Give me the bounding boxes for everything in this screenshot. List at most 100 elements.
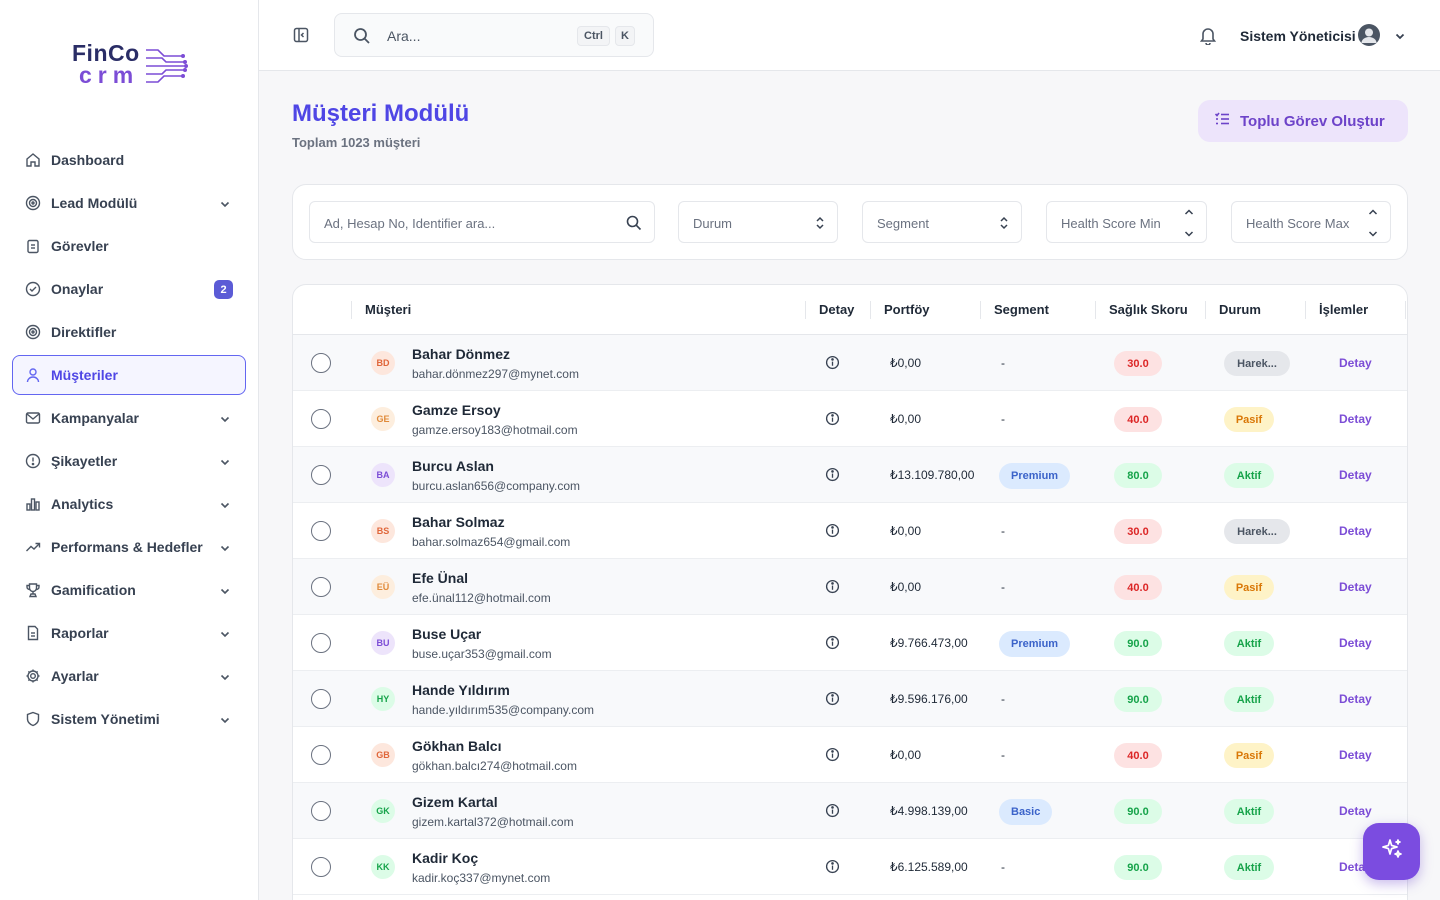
- status-badge: Aktif: [1224, 799, 1274, 824]
- table-row[interactable]: GE Gamze Ersoy gamze.ersoy183@hotmail.com ₺…: [293, 391, 1407, 447]
- status-select[interactable]: Durum: [678, 201, 838, 243]
- info-icon[interactable]: [825, 803, 840, 823]
- number-stepper-icon[interactable]: [1368, 206, 1378, 245]
- table-row[interactable]: HY Hande Yıldırım hande.yıldırım535@compan…: [293, 671, 1407, 727]
- col-customer[interactable]: Müşteri: [365, 302, 412, 317]
- customer-search-input[interactable]: Ad, Hesap No, Identifier ara...: [309, 201, 655, 243]
- sidebar-item-raporlar[interactable]: Raporlar: [12, 613, 246, 653]
- customer-name: Hande Yıldırım: [412, 682, 510, 698]
- sidebar-item-g-revler[interactable]: Görevler: [12, 226, 246, 266]
- table-row[interactable]: GK Gizem Kartal gizem.kartal372@hotmail.co…: [293, 783, 1407, 839]
- user-icon: [25, 367, 41, 383]
- alert-circle-icon: [25, 453, 41, 469]
- sidebar-item-performans-hedefler[interactable]: Performans & Hedefler: [12, 527, 246, 567]
- segment-select[interactable]: Segment: [862, 201, 1022, 243]
- status-badge: Aktif: [1224, 687, 1274, 712]
- sidebar-item-ayarlar[interactable]: Ayarlar: [12, 656, 246, 696]
- chevron-down-icon[interactable]: [219, 197, 231, 209]
- table-row[interactable]: BU Buse Uçar buse.uçar353@gmail.com ₺9.766.…: [293, 615, 1407, 671]
- detail-link[interactable]: Detay: [1339, 468, 1372, 482]
- filter-bar: Ad, Hesap No, Identifier ara... Durum Se…: [292, 184, 1408, 260]
- customer-email: hande.yıldırım535@company.com: [412, 703, 595, 717]
- chevron-down-icon[interactable]: [219, 455, 231, 467]
- sidebar-item-dashboard[interactable]: Dashboard: [12, 140, 246, 180]
- sidebar-item-gamification[interactable]: Gamification: [12, 570, 246, 610]
- row-select-radio[interactable]: [311, 465, 331, 485]
- global-search[interactable]: Ara... Ctrl K: [334, 13, 654, 57]
- chevron-up-down-icon: [815, 215, 825, 236]
- col-health-score[interactable]: Sağlık Skoru: [1109, 302, 1188, 317]
- customer-initials-avatar: KK: [371, 855, 395, 879]
- detail-link[interactable]: Detay: [1339, 692, 1372, 706]
- sidebar-item-ikayetler[interactable]: Şikayetler: [12, 441, 246, 481]
- chevron-down-icon[interactable]: [219, 713, 231, 725]
- row-select-radio[interactable]: [311, 521, 331, 541]
- info-icon[interactable]: [825, 467, 840, 487]
- col-portfolio[interactable]: Portföy: [884, 302, 930, 317]
- table-row[interactable]: BD Bahar Dönmez bahar.dönmez297@mynet.com ₺…: [293, 335, 1407, 391]
- col-segment[interactable]: Segment: [994, 302, 1049, 317]
- health-score-max-input[interactable]: Health Score Max: [1231, 201, 1391, 243]
- sidebar-item-lead-mod-l[interactable]: Lead Modülü: [12, 183, 246, 223]
- info-icon[interactable]: [825, 691, 840, 711]
- col-detail[interactable]: Detay: [819, 302, 855, 317]
- sidebar-toggle-icon[interactable]: [293, 27, 309, 43]
- table-row[interactable]: GB Gökhan Balcı gökhan.balcı274@hotmail.co…: [293, 727, 1407, 783]
- brand-logo[interactable]: FinCo crm: [72, 40, 192, 88]
- info-icon[interactable]: [825, 523, 840, 543]
- row-select-radio[interactable]: [311, 689, 331, 709]
- customer-count: Toplam 1023 müşteri: [292, 135, 421, 150]
- info-icon[interactable]: [825, 411, 840, 431]
- chevron-down-icon[interactable]: [219, 541, 231, 553]
- chevron-down-icon[interactable]: [219, 412, 231, 424]
- row-select-radio[interactable]: [311, 633, 331, 653]
- info-icon[interactable]: [825, 635, 840, 655]
- table-row[interactable]: EÜ Efe Ünal efe.ünal112@hotmail.com ₺0,00 - 4…: [293, 559, 1407, 615]
- chevron-down-icon[interactable]: [219, 627, 231, 639]
- detail-link[interactable]: Detay: [1339, 524, 1372, 538]
- table-row[interactable]: KK Kadir Koç kadir.koç337@mynet.com ₺6.125.…: [293, 839, 1407, 895]
- customer-initials-avatar: BD: [371, 351, 395, 375]
- row-select-radio[interactable]: [311, 409, 331, 429]
- row-select-radio[interactable]: [311, 801, 331, 821]
- info-icon[interactable]: [825, 355, 840, 375]
- detail-link[interactable]: Detay: [1339, 748, 1372, 762]
- info-icon[interactable]: [825, 747, 840, 767]
- row-select-radio[interactable]: [311, 745, 331, 765]
- detail-link[interactable]: Detay: [1339, 580, 1372, 594]
- detail-link[interactable]: Detay: [1339, 356, 1372, 370]
- row-select-radio[interactable]: [311, 577, 331, 597]
- segment-badge: Premium: [999, 463, 1071, 489]
- ai-assistant-button[interactable]: [1363, 823, 1420, 880]
- bulk-task-button[interactable]: Toplu Görev Oluştur: [1198, 100, 1408, 142]
- sidebar-item-analytics[interactable]: Analytics: [12, 484, 246, 524]
- col-status[interactable]: Durum: [1219, 302, 1261, 317]
- info-icon[interactable]: [825, 859, 840, 879]
- chevron-down-icon[interactable]: [1394, 29, 1406, 47]
- detail-link[interactable]: Detay: [1339, 636, 1372, 650]
- chevron-down-icon[interactable]: [219, 584, 231, 596]
- sidebar-item-direktifler[interactable]: Direktifler: [12, 312, 246, 352]
- detail-link[interactable]: Detay: [1339, 804, 1372, 818]
- status-badge: Pasif: [1224, 407, 1274, 432]
- chevron-down-icon[interactable]: [219, 498, 231, 510]
- sidebar-item-onaylar[interactable]: Onaylar 2: [12, 269, 246, 309]
- sidebar-item-m-teriler[interactable]: Müşteriler: [12, 355, 246, 395]
- customer-initials-avatar: GB: [371, 743, 395, 767]
- status-badge: Pasif: [1224, 575, 1274, 600]
- sidebar-item-kampanyalar[interactable]: Kampanyalar: [12, 398, 246, 438]
- row-select-radio[interactable]: [311, 857, 331, 877]
- table-row[interactable]: BS Bahar Solmaz bahar.solmaz654@gmail.com ₺…: [293, 503, 1407, 559]
- sidebar-item-sistem-y-netimi[interactable]: Sistem Yönetimi: [12, 699, 246, 739]
- table-row[interactable]: BA Burcu Aslan burcu.aslan656@company.com ₺…: [293, 447, 1407, 503]
- avatar[interactable]: [1358, 24, 1380, 46]
- number-stepper-icon[interactable]: [1184, 206, 1194, 245]
- user-name[interactable]: Sistem Yöneticisi: [1240, 28, 1356, 44]
- customer-email: kadir.koç337@mynet.com: [412, 871, 551, 885]
- detail-link[interactable]: Detay: [1339, 412, 1372, 426]
- chevron-down-icon[interactable]: [219, 670, 231, 682]
- bell-icon[interactable]: [1199, 26, 1217, 50]
- info-icon[interactable]: [825, 579, 840, 599]
- row-select-radio[interactable]: [311, 353, 331, 373]
- health-score-min-input[interactable]: Health Score Min: [1046, 201, 1207, 243]
